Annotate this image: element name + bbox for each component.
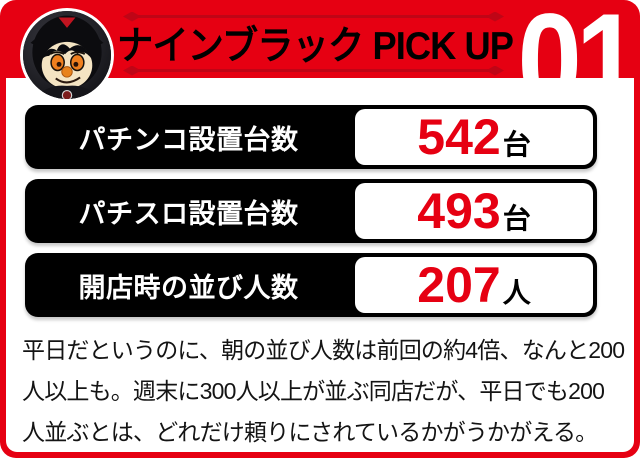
summary-line: 平日だというのに、朝の並び人数は前回の約4倍、なんと200 [22, 337, 625, 363]
stat-value: 493 [417, 183, 501, 239]
pickup-title: ナインブラック PICK UP [117, 25, 514, 68]
diamond-icon [486, 11, 504, 22]
stat-label: 開店時の並び人数 [78, 272, 299, 303]
stat-label: パチスロ設置台数 [78, 198, 299, 229]
diamond-icon [123, 65, 141, 76]
mascot-avatar-image [23, 11, 111, 99]
diamond-icon [123, 11, 141, 22]
diamond-icon [486, 65, 504, 76]
stat-value: 542 [417, 109, 501, 165]
stat-row-pachinko: パチンコ設置台数 542 台 [25, 105, 597, 169]
summary-line: 人並ぶとは、どれだけ頼りにされているかがうかがえる。 [22, 419, 598, 445]
stat-unit: 台 [502, 129, 531, 160]
stat-row-pachislot: パチスロ設置台数 493 台 [25, 179, 597, 243]
summary-text: 平日だというのに、朝の並び人数は前回の約4倍、なんと200 人以上も。週末に30… [22, 330, 625, 453]
summary-line: 人以上も。週末に300人以上が並ぶ同店だが、平日でも200 [22, 378, 605, 404]
stat-unit: 台 [502, 203, 531, 234]
avatar [20, 8, 114, 102]
stat-value-box: 207 人 [355, 257, 593, 313]
stat-label: パチンコ設置台数 [78, 124, 299, 155]
deco-line-top [131, 15, 494, 18]
stat-value: 207 [417, 257, 501, 313]
stat-unit: 人 [502, 277, 531, 308]
stat-value-box: 542 台 [355, 109, 593, 165]
stat-row-queue: 開店時の並び人数 207 人 [25, 253, 597, 317]
stat-value-box: 493 台 [355, 183, 593, 239]
deco-line-bottom [131, 69, 494, 72]
